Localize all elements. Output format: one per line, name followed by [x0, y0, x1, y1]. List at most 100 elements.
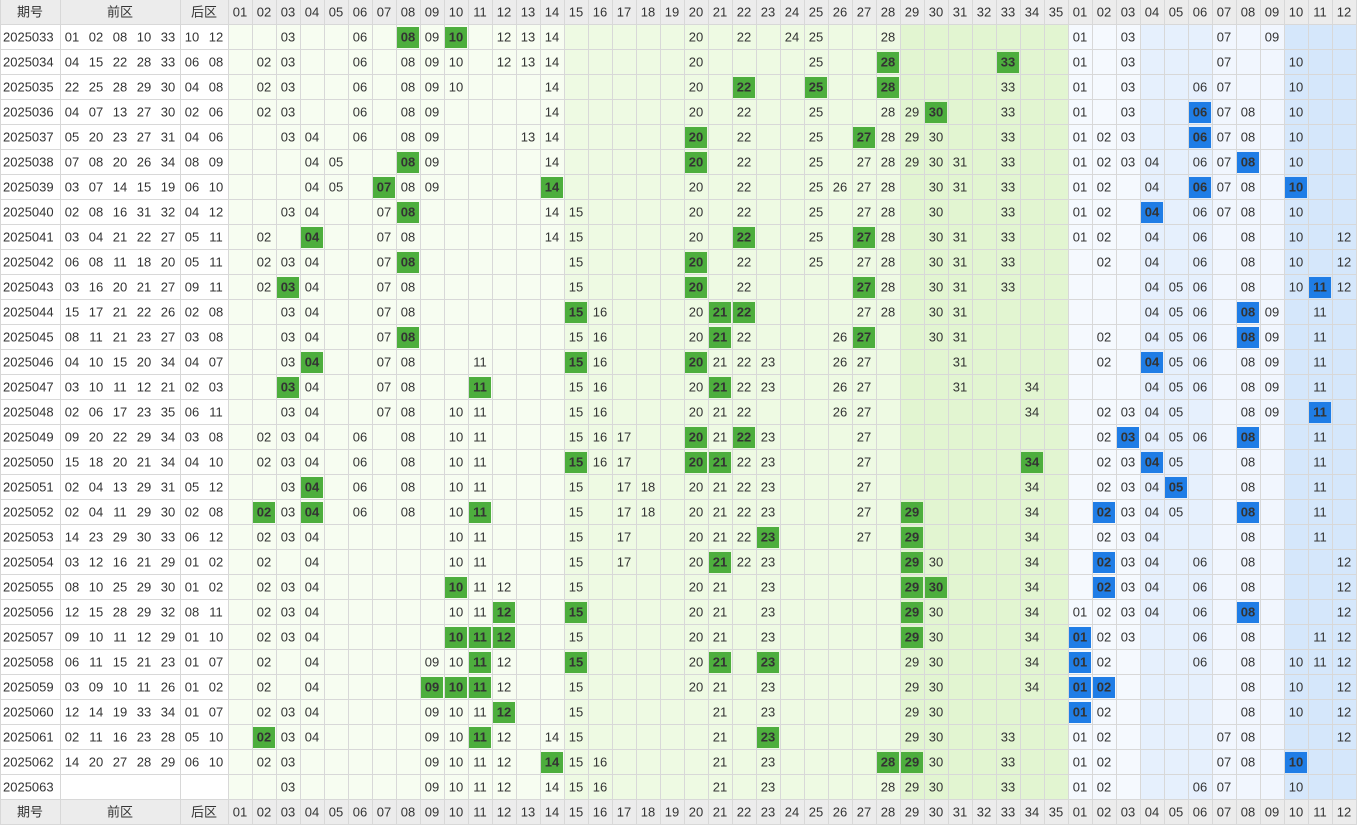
highlight: [541, 752, 563, 773]
cell-number: 03: [281, 754, 295, 769]
cell-number: 09: [1265, 354, 1279, 369]
cell-number: 07: [377, 204, 391, 219]
hit-number: 04: [305, 229, 320, 244]
hit-number: 11: [1313, 279, 1327, 294]
cell-number: 29: [905, 104, 919, 119]
hit-number: 25: [809, 79, 823, 94]
cell-number: 20: [689, 104, 703, 119]
front-number: 08: [65, 579, 79, 594]
front-number: 26: [161, 679, 175, 694]
column-label: 28: [881, 4, 895, 19]
cell-number: 07: [1217, 54, 1231, 69]
column-label: 04: [1145, 804, 1159, 819]
back-number: 07: [209, 704, 223, 719]
cell-number: 11: [1313, 529, 1327, 544]
hit-number: 09: [425, 679, 439, 694]
cell-number: 10: [449, 479, 463, 494]
hit-number: 08: [1241, 604, 1255, 619]
cell-number: 25: [809, 254, 823, 269]
cell-number: 10: [1289, 679, 1303, 694]
cell-number: 25: [809, 129, 823, 144]
cell-number: 23: [761, 429, 775, 444]
cell-number: 05: [1169, 329, 1183, 344]
cell-number: 10: [1289, 104, 1303, 119]
cell-number: 20: [689, 329, 703, 344]
cell-number: 03: [281, 104, 295, 119]
cell-number: 29: [905, 729, 919, 744]
cell-number: 09: [1265, 404, 1279, 419]
cell-number: 01: [1073, 154, 1087, 169]
cell-number: 05: [1169, 404, 1183, 419]
cell-number: 12: [1337, 279, 1351, 294]
cell-number: 15: [569, 479, 583, 494]
cell-number: 03: [281, 604, 295, 619]
cell-number: 29: [905, 779, 919, 794]
column-label: 18: [641, 804, 655, 819]
column-label: 34: [1025, 804, 1039, 819]
issue: 2025053: [3, 529, 54, 544]
hit-number: 27: [857, 279, 871, 294]
zone-bg: [612, 25, 636, 800]
cell-number: 02: [257, 679, 271, 694]
column-label: 23: [761, 4, 775, 19]
front-number: 28: [161, 729, 175, 744]
back-number: 08: [209, 304, 223, 319]
issue: 2025060: [3, 704, 54, 719]
cell-number: 20: [689, 404, 703, 419]
cell-number: 13: [521, 54, 535, 69]
back-number: 05: [185, 229, 199, 244]
cell-number: 27: [857, 304, 871, 319]
cell-number: 14: [545, 204, 559, 219]
column-label: 32: [977, 804, 991, 819]
cell-number: 07: [377, 354, 391, 369]
cell-number: 10: [449, 554, 463, 569]
cell-number: 30: [929, 329, 943, 344]
cell-number: 08: [401, 504, 415, 519]
highlight: [1237, 502, 1259, 523]
cell-number: 15: [569, 704, 583, 719]
front-number: 06: [89, 404, 103, 419]
cell-number: 28: [881, 254, 895, 269]
column-label: 07: [377, 804, 391, 819]
cell-number: 06: [1193, 279, 1207, 294]
hit-number: 08: [1241, 154, 1255, 169]
issue: 2025037: [3, 129, 54, 144]
cell-number: 04: [305, 604, 319, 619]
highlight: [685, 152, 707, 173]
cell-number: 33: [1001, 204, 1015, 219]
column-label: 26: [833, 4, 847, 19]
cell-number: 23: [761, 779, 775, 794]
column-label: 35: [1049, 4, 1063, 19]
cell-number: 34: [1025, 479, 1039, 494]
front-number: 15: [65, 454, 79, 469]
column-label: 08: [1241, 804, 1255, 819]
cell-number: 03: [281, 404, 295, 419]
back-number: 06: [185, 54, 199, 69]
cell-number: 34: [1025, 504, 1039, 519]
cell-number: 22: [737, 529, 751, 544]
cell-number: 03: [281, 529, 295, 544]
back-number: 09: [209, 154, 223, 169]
column-label: 20: [689, 4, 703, 19]
cell-number: 12: [497, 779, 511, 794]
cell-number: 06: [1193, 604, 1207, 619]
zone-bg: [420, 25, 444, 800]
cell-number: 08: [1241, 654, 1255, 669]
cell-number: 17: [617, 504, 631, 519]
front-number: 33: [161, 529, 175, 544]
issue: 2025059: [3, 679, 54, 694]
front-number: 04: [65, 54, 79, 69]
cell-number: 03: [1121, 454, 1135, 469]
column-label: 15: [569, 4, 583, 19]
issue: 2025063: [3, 779, 54, 794]
cell-number: 03: [281, 429, 295, 444]
back-number: 11: [209, 604, 223, 619]
cell-number: 05: [1169, 454, 1183, 469]
zone-bg: [1260, 25, 1284, 800]
cell-number: 03: [281, 629, 295, 644]
hit-number: 29: [905, 529, 919, 544]
column-label: 20: [689, 804, 703, 819]
front-number: 11: [113, 504, 127, 519]
cell-number: 15: [569, 404, 583, 419]
hit-number: 04: [1145, 454, 1160, 469]
